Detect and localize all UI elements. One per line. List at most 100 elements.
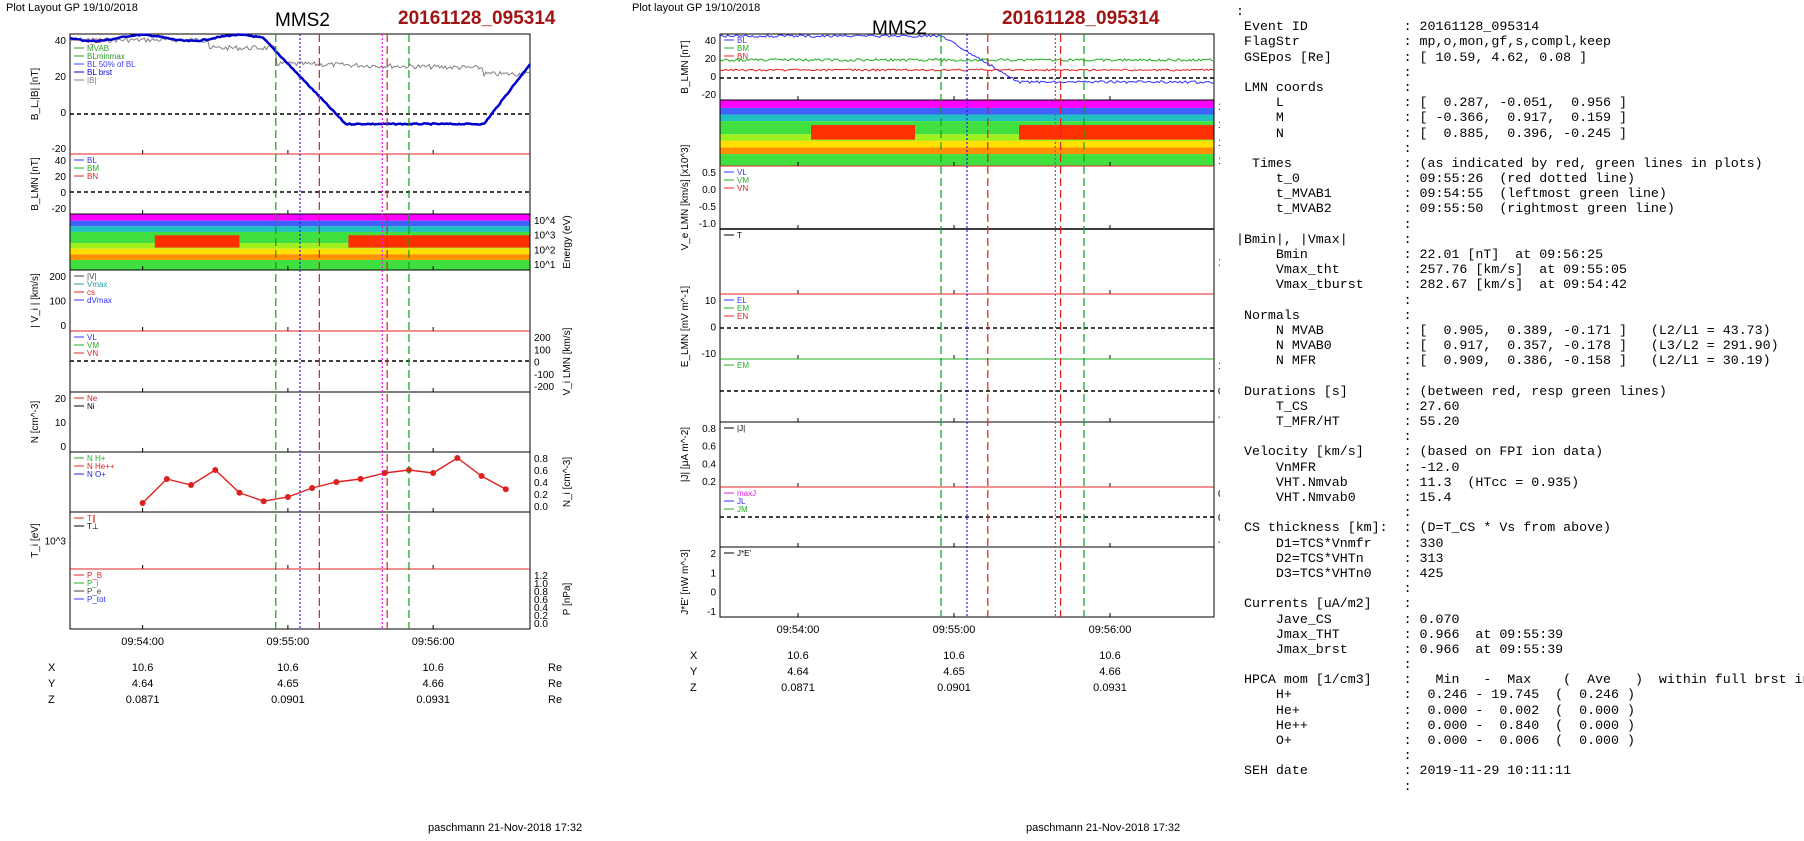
panel-9: 1.21.00.80.60.40.20.0 P [nPa] P_BP_iP_eP_t… (69, 568, 573, 630)
summary-line: GSEpos [Re] : [ 10.59, 4.62, 0.08 ] (1236, 49, 1588, 65)
summary-line: Vmax_tburst : 282.67 [km/s] at 09:54:42 (1236, 277, 1627, 293)
summary-line: D1=TCS*Vnmfr : 330 (1236, 535, 1444, 551)
y-tick-label: 10^2 (1218, 258, 1220, 269)
spectrogram-hot-region (348, 235, 530, 248)
legend-entry: cs (87, 288, 95, 297)
summary-line: : (1236, 292, 1412, 308)
summary-line: FlagStr : mp,o,mon,gf,s,compl,keep (1236, 34, 1612, 50)
ephem-row-label: X (48, 662, 56, 674)
summary-line: t_0 : 09:55:26 (red dotted line) (1236, 171, 1635, 187)
y-axis-label: B_LMN [nT] (680, 40, 691, 94)
summary-line: VnMFR : -12.0 (1236, 459, 1460, 475)
legend-entry: BN (737, 52, 748, 61)
ephem-value: 10.6 (422, 662, 443, 674)
legend-entry: T (737, 231, 742, 240)
y-tick-label: -10 (1218, 412, 1220, 423)
y-tick-label: -0.5 (699, 202, 717, 213)
ephem-value: 4.66 (422, 678, 443, 690)
spectrogram-band (70, 231, 530, 244)
panel-7: 0.80.60.40.20.0 N_i [cm^-3] N H+N He++N O+ (69, 451, 573, 513)
spectrogram-band (70, 226, 530, 232)
y-tick-label: 20 (55, 72, 67, 83)
legend-entry: T∥ (87, 514, 96, 523)
y-tick-label: 1 (710, 568, 716, 579)
ephem-value: 4.65 (943, 666, 964, 678)
y-tick-label: 10 (55, 418, 67, 429)
legend-entry: N O+ (87, 470, 106, 479)
y-axis-label: N_i [cm^-3] (562, 457, 573, 507)
ephem-unit: Re (548, 678, 562, 690)
summary-line: LMN coords : (1236, 79, 1412, 95)
y-tick-label: -100 (534, 370, 554, 381)
y-tick-label: 10^3 (45, 537, 67, 548)
y-tick-label: 0.2 (534, 611, 548, 622)
y-axis-label: B_L,|B| [nT] (30, 68, 41, 121)
legend-entry: |J| (737, 424, 745, 433)
y-tick-label: 10^4 (1218, 102, 1220, 113)
y-tick-label: -20 (52, 204, 67, 215)
y-tick-label: -1.0 (699, 219, 717, 230)
y-tick-label: 0.0 (534, 502, 548, 513)
summary-line: Normals : (1236, 307, 1412, 323)
summary-line: Vmax_tht : 257.76 [km/s] at 09:55:05 (1236, 262, 1627, 278)
summary-line: : (1236, 505, 1412, 521)
panel-9: 2 1 0 -1 J*E' [nW m^-3] J*E' (680, 546, 1215, 618)
summary-line: Durations [s] : (between red, resp green… (1236, 383, 1667, 399)
legend-entry: BL (87, 156, 97, 165)
y-tick-label: 10^3 (1218, 120, 1220, 131)
ephem-value: 4.64 (787, 666, 808, 678)
y-tick-label: 20 (55, 172, 67, 183)
legend-entry: Vmax (87, 280, 107, 289)
legend-entry: EM (737, 361, 749, 370)
summary-line: Currents [uA/m2] : (1236, 596, 1412, 612)
y-tick-label: 0.5 (702, 168, 716, 179)
summary-line: N : [ 0.885, 0.396, -0.245 ] (1236, 125, 1627, 141)
legend-entry: J*E' (737, 549, 751, 558)
legend-entry: maxJ (737, 489, 756, 498)
summary-line: t_MVAB2 : 09:55:50 (rightmost green line… (1236, 201, 1675, 217)
plot1-spacecraft-title: MMS2 (275, 10, 330, 31)
x-tick-label: 09:54:00 (121, 636, 164, 648)
ephem-value: 0.0871 (126, 694, 160, 706)
x-tick-label: 09:55:00 (933, 624, 976, 636)
y-axis-label: E_LMN [mV m^-1] (680, 286, 691, 368)
ephem-value: 4.64 (132, 678, 153, 690)
legend-entry: VN (737, 184, 748, 193)
plot2-event-title: 20161128_095314 (1002, 8, 1160, 29)
ephem-value: 10.6 (277, 662, 298, 674)
legend-entry: BL (737, 36, 747, 45)
y-tick-label: -0.5 (1218, 537, 1220, 548)
summary-line: : (1236, 778, 1412, 794)
y-axis-label: V_i LMN [km/s] (562, 327, 573, 395)
y-tick-label: 40 (705, 36, 717, 47)
legend-entry: VM (737, 176, 749, 185)
ephem-row-label: X (690, 650, 698, 662)
legend-entry: Ni (87, 402, 95, 411)
spectrogram-band (70, 259, 530, 270)
y-tick-label: -20 (702, 90, 717, 101)
summary-line: Velocity [km/s] : (based on FPI ion data… (1236, 444, 1604, 460)
ephem-row-label: Y (48, 678, 56, 690)
spectrogram-band (720, 154, 1214, 166)
legend-entry: VM (87, 341, 99, 350)
y-tick-label: -10 (702, 349, 717, 360)
summary-line: : (1236, 64, 1412, 80)
y-tick-label: 0.8 (534, 587, 548, 598)
y-tick-label: 0.0 (534, 619, 548, 630)
y-tick-label: 0 (60, 442, 66, 453)
y-axis-label: J*E' [nW m^-3] (680, 549, 691, 615)
ephem-value: 10.6 (943, 650, 964, 662)
y-tick-label: 10^1 (1218, 156, 1220, 167)
y-tick-label: 40 (55, 156, 67, 167)
summary-line: : (1236, 4, 1244, 19)
y-tick-label: 0.4 (702, 459, 716, 470)
legend-entry: BL brst (87, 68, 113, 77)
y-tick-label: 0.2 (702, 477, 716, 488)
series-line-he++ (142, 457, 507, 504)
y-tick-label: 0.2 (534, 490, 548, 501)
summary-line: N MVAB : [ 0.905, 0.389, -0.171 ] (L2/L1… (1236, 322, 1771, 338)
series-line (69, 33, 531, 127)
